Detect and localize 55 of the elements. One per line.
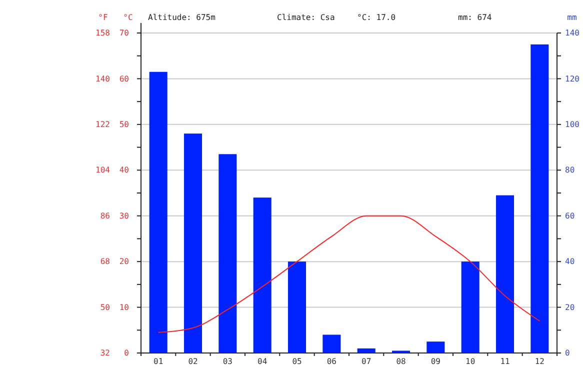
y3-axis-title: °F [98,13,108,22]
text: Altitude: 675m [148,13,216,22]
bar [357,348,376,353]
text: mm: 674 [458,13,492,22]
y-tick-label: 70 [119,28,130,38]
bar [461,262,480,353]
y2-tick-label: 120 [565,74,580,84]
y3-tick-label: 158 [96,28,110,38]
y-tick-label: 60 [119,74,130,84]
y2-tick-label: 80 [565,166,575,175]
bar [149,72,168,353]
x-tick-label: 01 [154,357,164,366]
x-tick-label: 09 [430,357,441,366]
y3-tick-label: 32 [100,348,110,358]
x-tick-label: 07 [362,357,372,366]
x-tick-label: 08 [396,357,406,366]
x-tick-label: 03 [222,357,233,366]
bar [288,262,306,353]
y-tick-label: 0 [124,348,130,358]
bar [426,342,445,353]
y3-tick-label: 68 [100,257,110,266]
y2-tick-label: 0 [565,348,570,358]
y3-tick-label: 122 [96,120,110,129]
y2-tick-label: 60 [565,211,575,220]
y2-tick-label: 140 [565,28,580,38]
y2-tick-label: 40 [565,257,575,266]
bar [218,154,237,353]
bar [322,334,341,353]
y3-tick-label: 86 [100,211,110,220]
y2-tick-label: 100 [565,120,580,129]
text: °C: 17.0 [357,13,396,22]
y-tick-label: 20 [119,257,130,266]
text: Climate: Csa [277,13,335,22]
bar [496,195,514,353]
bar [253,198,272,353]
x-tick-label: 11 [500,357,510,366]
line-series [158,215,540,333]
x-tick-label: 06 [326,357,337,366]
y3-tick-label: 140 [96,74,110,84]
x-tick-label: 05 [292,357,302,366]
y3-tick-label: 50 [100,302,110,312]
x-tick-label: 10 [466,357,476,366]
y2-axis-title: mm [567,13,577,22]
y-tick-label: 10 [119,302,130,312]
x-tick-label: 02 [188,357,198,366]
y-axis-title: °C [123,13,133,22]
bar [530,44,549,353]
x-tick-label: 12 [534,357,545,366]
x-tick-label: 04 [258,357,268,366]
y3-tick-label: 104 [96,166,110,175]
y2-tick-label: 20 [565,302,575,312]
y-tick-label: 40 [119,166,130,175]
y-tick-label: 30 [119,211,130,220]
y-tick-label: 50 [119,120,130,129]
bar [184,134,202,353]
